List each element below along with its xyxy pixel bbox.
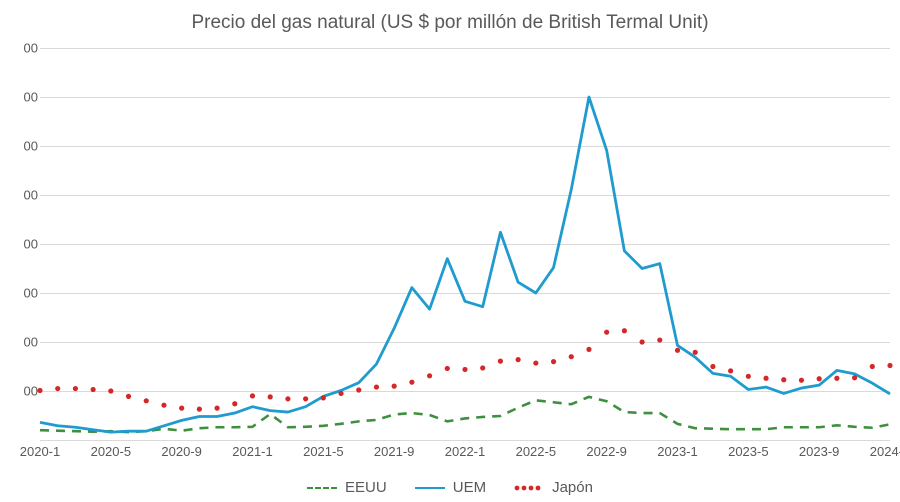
series-dot-Japon <box>73 386 78 391</box>
series-dot-Japon <box>781 377 786 382</box>
legend-swatch-eeuu <box>307 487 337 489</box>
series-dot-Japon <box>746 374 751 379</box>
x-tick-label: 2021-9 <box>374 444 414 459</box>
plot-svg <box>40 48 890 440</box>
series-dot-Japon <box>799 378 804 383</box>
series-line-UEM <box>40 97 890 432</box>
series-dot-Japon <box>817 376 822 381</box>
series-dot-Japon <box>108 388 113 393</box>
x-tick-label: 2023-5 <box>728 444 768 459</box>
chart-container: Precio del gas natural (US $ por millón … <box>0 0 900 502</box>
x-tick-label: 2022-1 <box>445 444 485 459</box>
series-dot-Japon <box>887 363 892 368</box>
y-tick-label: 00 <box>2 335 38 350</box>
x-tick-label: 2021-5 <box>303 444 343 459</box>
legend-item-uem: UEM <box>415 479 486 496</box>
y-tick-label: 00 <box>2 237 38 252</box>
x-tick-label: 2023-1 <box>657 444 697 459</box>
x-tick-label: 2022-5 <box>516 444 556 459</box>
series-dot-Japon <box>604 330 609 335</box>
series-dot-Japon <box>409 380 414 385</box>
series-dot-Japon <box>551 359 556 364</box>
series-line-EEUU <box>40 397 890 432</box>
legend-swatch-uem <box>415 487 445 489</box>
legend: EEUU UEM Japón <box>0 479 900 496</box>
series-dot-Japon <box>586 347 591 352</box>
chart-title: Precio del gas natural (US $ por millón … <box>0 12 900 34</box>
series-dot-Japon <box>303 396 308 401</box>
x-tick-label: 2020-9 <box>161 444 201 459</box>
plot-area <box>40 48 890 440</box>
x-tick-label: 2020-5 <box>91 444 131 459</box>
x-tick-label: 2023-9 <box>799 444 839 459</box>
x-tick-label: 2024-1 <box>870 444 900 459</box>
series-dot-Japon <box>533 360 538 365</box>
series-dot-Japon <box>268 394 273 399</box>
series-dot-Japon <box>214 406 219 411</box>
series-dot-Japon <box>232 401 237 406</box>
series-dot-Japon <box>710 364 715 369</box>
series-dot-Japon <box>55 386 60 391</box>
series-dot-Japon <box>516 357 521 362</box>
series-dot-Japon <box>144 398 149 403</box>
y-tick-label: 00 <box>2 384 38 399</box>
series-dot-Japon <box>622 328 627 333</box>
y-tick-label: 00 <box>2 90 38 105</box>
series-dot-Japon <box>675 348 680 353</box>
series-dot-Japon <box>852 375 857 380</box>
series-dot-Japon <box>462 367 467 372</box>
series-dot-Japon <box>427 373 432 378</box>
series-dot-Japon <box>321 395 326 400</box>
series-dot-Japon <box>639 339 644 344</box>
series-dot-Japon <box>569 354 574 359</box>
series-dot-Japon <box>445 366 450 371</box>
y-tick-label: 00 <box>2 41 38 56</box>
x-tick-label: 2020-1 <box>20 444 60 459</box>
series-dot-Japon <box>338 391 343 396</box>
y-tick-label: 00 <box>2 286 38 301</box>
y-tick-label: 00 <box>2 139 38 154</box>
series-dot-Japon <box>480 365 485 370</box>
series-dot-Japon <box>37 388 42 393</box>
series-dot-Japon <box>693 350 698 355</box>
series-dot-Japon <box>197 407 202 412</box>
legend-item-eeuu: EEUU <box>307 479 387 496</box>
series-dot-Japon <box>834 376 839 381</box>
series-dot-Japon <box>179 406 184 411</box>
series-dot-Japon <box>392 384 397 389</box>
series-dot-Japon <box>657 337 662 342</box>
legend-label: Japón <box>552 479 593 496</box>
series-dot-Japon <box>126 394 131 399</box>
x-tick-label: 2022-9 <box>586 444 626 459</box>
legend-label: UEM <box>453 479 486 496</box>
series-dot-Japon <box>870 364 875 369</box>
series-dot-Japon <box>763 376 768 381</box>
y-tick-label: 00 <box>2 188 38 203</box>
series-dot-Japon <box>374 384 379 389</box>
legend-label: EEUU <box>345 479 387 496</box>
series-dot-Japon <box>91 387 96 392</box>
x-tick-label: 2021-1 <box>232 444 272 459</box>
gridline <box>40 440 890 441</box>
series-dot-Japon <box>161 403 166 408</box>
series-dot-Japon <box>285 396 290 401</box>
series-dot-Japon <box>498 359 503 364</box>
series-dot-Japon <box>728 368 733 373</box>
series-dot-Japon <box>356 387 361 392</box>
series-dot-Japon <box>250 393 255 398</box>
legend-item-japon: Japón <box>514 479 593 496</box>
